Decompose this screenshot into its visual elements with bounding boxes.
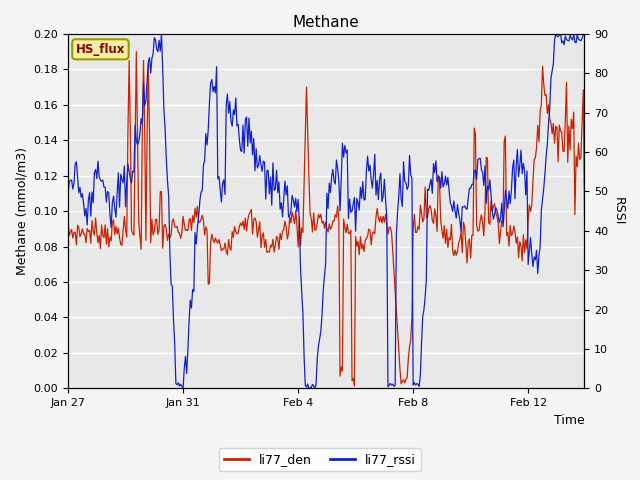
X-axis label: Time: Time xyxy=(554,414,584,427)
Legend: li77_den, li77_rssi: li77_den, li77_rssi xyxy=(219,448,421,471)
Y-axis label: Methane (mmol/m3): Methane (mmol/m3) xyxy=(15,147,28,275)
Y-axis label: RSSI: RSSI xyxy=(612,197,625,225)
Text: HS_flux: HS_flux xyxy=(76,43,125,56)
Title: Methane: Methane xyxy=(293,15,360,30)
